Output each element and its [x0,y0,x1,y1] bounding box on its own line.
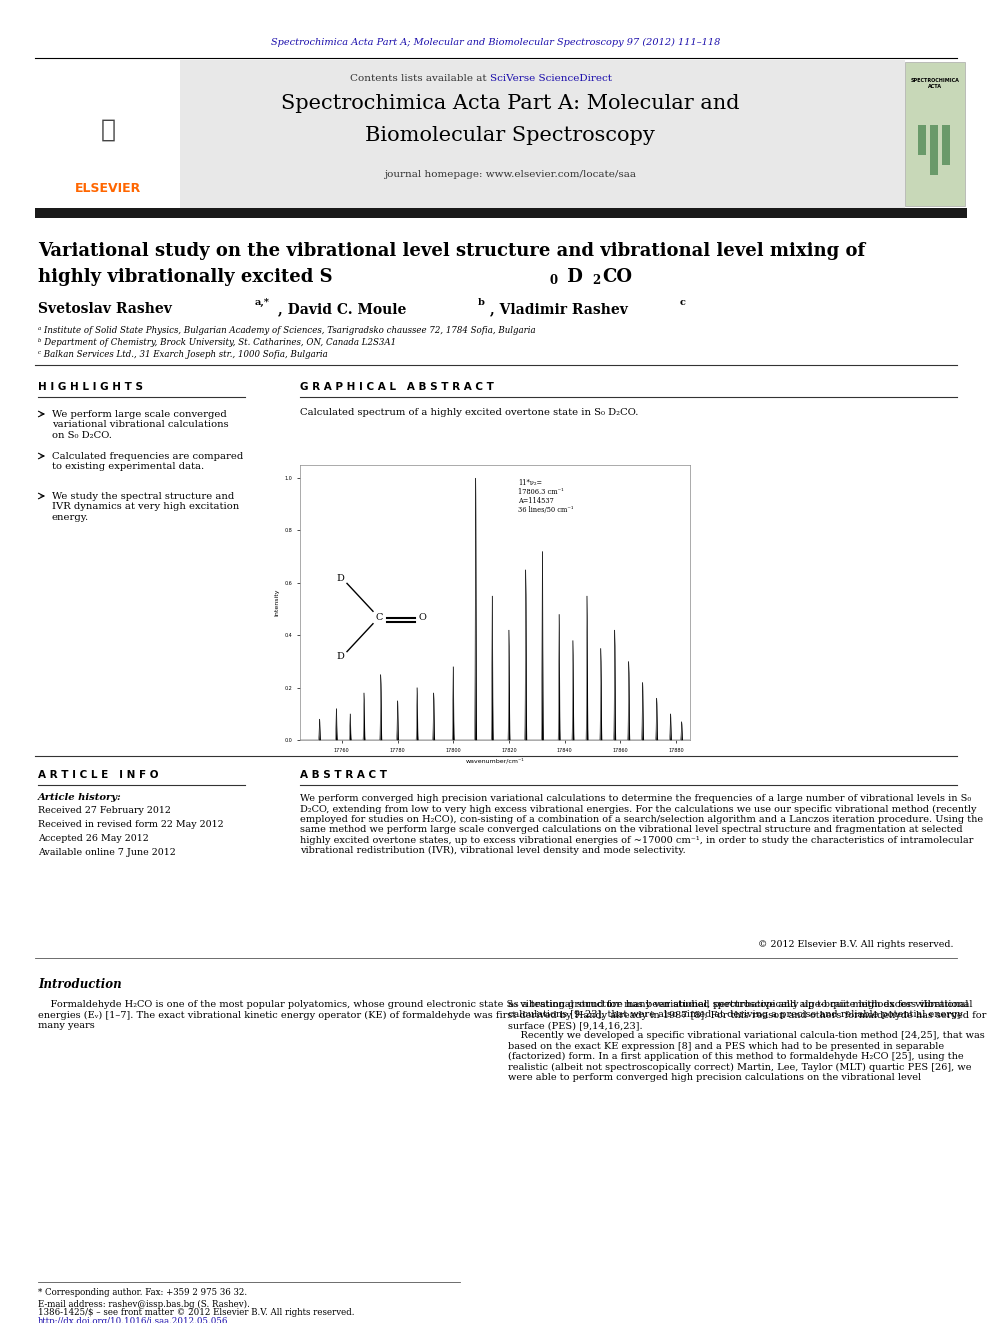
Text: Introduction: Introduction [38,978,122,991]
Text: highly vibrationally excited S: highly vibrationally excited S [38,269,332,286]
Text: Received in revised form 22 May 2012: Received in revised form 22 May 2012 [38,820,223,830]
Text: 11*ν₂=
17806.3 cm⁻¹
A=114537
36 lines/50 cm⁻¹: 11*ν₂= 17806.3 cm⁻¹ A=114537 36 lines/50… [519,479,574,515]
Text: , David C. Moule: , David C. Moule [278,302,407,316]
Text: Spectrochimica Acta Part A: Molecular and: Spectrochimica Acta Part A: Molecular an… [281,94,739,112]
Text: Accepted 26 May 2012: Accepted 26 May 2012 [38,833,149,843]
X-axis label: wavenumber/cm⁻¹: wavenumber/cm⁻¹ [465,758,525,763]
Text: , Vladimir Rashev: , Vladimir Rashev [490,302,628,316]
Text: Formaldehyde H₂CO is one of the most popular polyatomics, whose ground electroni: Formaldehyde H₂CO is one of the most pop… [38,1000,986,1029]
Text: 0: 0 [549,274,558,287]
Text: Available online 7 June 2012: Available online 7 June 2012 [38,848,176,857]
Text: C: C [376,613,383,622]
Text: We study the spectral structure and
IVR dynamics at very high excitation
energy.: We study the spectral structure and IVR … [52,492,239,521]
Text: http://dx.doi.org/10.1016/j.saa.2012.05.056: http://dx.doi.org/10.1016/j.saa.2012.05.… [38,1316,228,1323]
Text: G R A P H I C A L   A B S T R A C T: G R A P H I C A L A B S T R A C T [300,382,494,392]
Text: 1386-1425/$ – see front matter © 2012 Elsevier B.V. All rights reserved.: 1386-1425/$ – see front matter © 2012 El… [38,1308,354,1316]
Text: Article history:: Article history: [38,792,122,802]
Text: 2: 2 [592,274,600,287]
Text: D: D [561,269,583,286]
Text: E-mail address: rashev@issp.bas.bg (S. Rashev).: E-mail address: rashev@issp.bas.bg (S. R… [38,1301,250,1310]
Text: A R T I C L E   I N F O: A R T I C L E I N F O [38,770,159,781]
Text: Calculated spectrum of a highly excited overtone state in S₀ D₂CO.: Calculated spectrum of a highly excited … [300,407,639,417]
Bar [918,124,926,155]
Bar [942,124,950,165]
Text: as a testing ground for many variational, perturbative and alge-braic methods fo: as a testing ground for many variational… [508,1000,985,1082]
Text: Contents lists available at: Contents lists available at [350,74,490,83]
Text: SciVerse ScienceDirect: SciVerse ScienceDirect [490,74,612,83]
Text: We perform large scale converged
variational vibrational calculations
on S₀ D₂CO: We perform large scale converged variati… [52,410,228,439]
Bar [35,60,180,208]
Text: Biomolecular Spectroscopy: Biomolecular Spectroscopy [365,126,655,146]
Text: D: D [336,652,344,660]
Text: * Corresponding author. Fax: +359 2 975 36 32.: * Corresponding author. Fax: +359 2 975 … [38,1289,247,1297]
Y-axis label: Intensity: Intensity [274,589,279,617]
Bar [930,124,938,175]
Text: D: D [336,574,344,583]
Text: Calculated frequencies are compared
to existing experimental data.: Calculated frequencies are compared to e… [52,452,243,471]
Text: SPECTROCHIMICA
ACTA: SPECTROCHIMICA ACTA [911,78,959,89]
Text: © 2012 Elsevier B.V. All rights reserved.: © 2012 Elsevier B.V. All rights reserved… [759,941,954,949]
Bar [905,62,965,206]
Text: a,*: a,* [255,298,270,307]
Text: Spectrochimica Acta Part A; Molecular and Biomolecular Spectroscopy 97 (2012) 11: Spectrochimica Acta Part A; Molecular an… [272,38,720,48]
Text: ᶜ Balkan Services Ltd., 31 Exarch Joseph str., 1000 Sofia, Bulgaria: ᶜ Balkan Services Ltd., 31 Exarch Joseph… [38,351,327,359]
Text: Svetoslav Rashev: Svetoslav Rashev [38,302,172,316]
Text: A B S T R A C T: A B S T R A C T [300,770,387,781]
Text: ELSEVIER: ELSEVIER [74,181,141,194]
Text: ᵃ Institute of Solid State Physics, Bulgarian Academy of Sciences, Tsarigradsko : ᵃ Institute of Solid State Physics, Bulg… [38,325,536,335]
Text: 🌳: 🌳 [100,118,115,142]
Text: We perform converged high precision variational calculations to determine the fr: We perform converged high precision vari… [300,794,983,856]
Text: Received 27 February 2012: Received 27 February 2012 [38,806,171,815]
Text: c: c [680,298,685,307]
Text: H I G H L I G H T S: H I G H L I G H T S [38,382,143,392]
Text: O: O [419,613,427,622]
Text: journal homepage: www.elsevier.com/locate/saa: journal homepage: www.elsevier.com/locat… [384,169,636,179]
Text: b: b [478,298,485,307]
Bar [35,60,905,208]
Bar [35,208,967,218]
Text: Variational study on the vibrational level structure and vibrational level mixin: Variational study on the vibrational lev… [38,242,865,261]
Text: ᵇ Department of Chemistry, Brock University, St. Catharines, ON, Canada L2S3A1: ᵇ Department of Chemistry, Brock Univers… [38,337,396,347]
Text: CO: CO [602,269,632,286]
Text: 1e-5: 1e-5 [302,587,313,593]
